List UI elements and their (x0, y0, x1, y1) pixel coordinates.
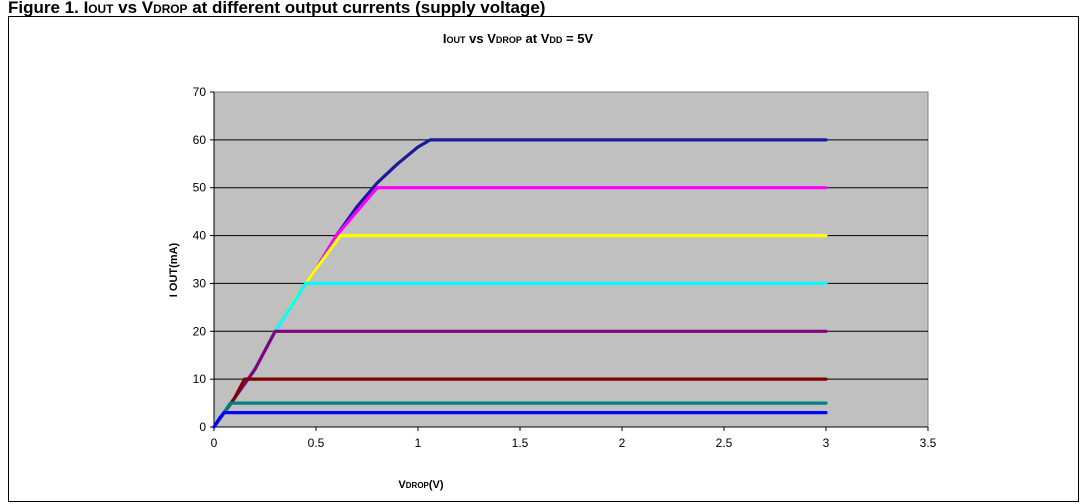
y-tick-label: 30 (193, 276, 207, 290)
y-tick-label: 60 (193, 133, 207, 147)
y-tick-label: 70 (193, 85, 207, 99)
plot-area (213, 91, 929, 428)
chart-frame: IOUT vs VDROP at VDD = 5V VDROP(V) I OUT… (8, 16, 1079, 502)
x-tick-label: 1 (415, 436, 422, 450)
y-tick-label: 20 (193, 324, 207, 338)
x-tick-label: 2 (619, 436, 626, 450)
y-tick-label: 50 (193, 181, 207, 195)
series-line-8 (212, 411, 828, 429)
y-tick-label: 0 (199, 420, 206, 434)
x-tick-label: 0.5 (308, 436, 325, 450)
y-axis-label: I OUT(mA) (168, 242, 180, 297)
x-tick-label: 3.5 (920, 436, 937, 450)
x-tick-label: 2.5 (716, 436, 733, 450)
x-tick-label: 3 (823, 436, 830, 450)
y-tick-label: 10 (193, 372, 207, 386)
chart-title: IOUT vs VDROP at VDD = 5V (443, 31, 594, 46)
x-tick-label: 0 (211, 436, 218, 450)
chart-svg: IOUT vs VDROP at VDD = 5V VDROP(V) I OUT… (168, 31, 937, 491)
y-tick-label: 40 (193, 229, 207, 243)
x-axis-label: VDROP(V) (398, 479, 443, 491)
x-tick-label: 1.5 (512, 436, 529, 450)
figure-caption: Figure 1. IOUT vs VDROP at different out… (8, 0, 546, 16)
